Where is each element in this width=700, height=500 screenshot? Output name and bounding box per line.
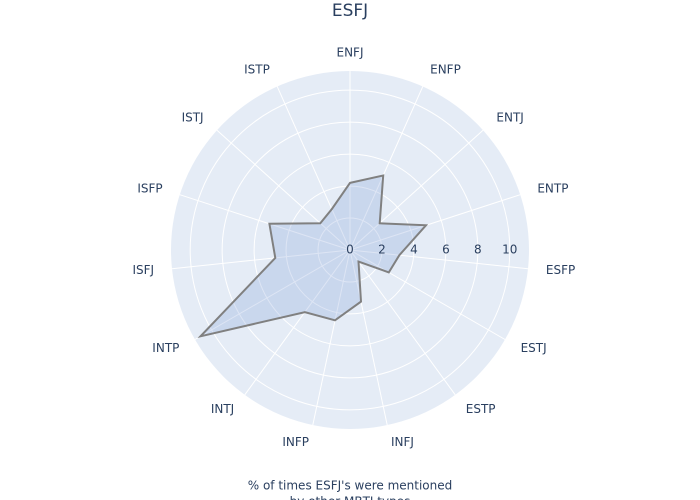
- radial-tick-label: 6: [442, 243, 450, 257]
- angular-tick-label: INFJ: [391, 435, 414, 449]
- grid-spoke: [349, 249, 456, 396]
- radial-tick-label: 2: [378, 243, 386, 257]
- angular-tick-label: ISFJ: [132, 263, 154, 277]
- angular-tick-label: INTP: [152, 341, 179, 355]
- angular-tick-label: ENFP: [430, 63, 461, 77]
- grid-spoke: [312, 249, 351, 426]
- grid-spoke: [349, 249, 506, 340]
- angular-tick-label: ESFP: [546, 263, 575, 277]
- grid-spoke: [349, 249, 388, 426]
- grid-spoke: [171, 249, 351, 270]
- grid-spoke: [349, 249, 529, 270]
- grid-spoke: [244, 249, 351, 396]
- annotation: % of times ESFJ's were mentioned: [248, 479, 453, 493]
- angular-tick-label: ENTJ: [496, 111, 523, 125]
- grid-spoke: [216, 129, 351, 251]
- angular-tick-label: ENTP: [537, 182, 568, 196]
- radial-tick-label: 4: [410, 243, 418, 257]
- radial-tick-label: 10: [502, 243, 517, 257]
- radial-tick-label: 0: [346, 243, 354, 257]
- chart-title: ESFJ: [332, 1, 368, 21]
- angular-tick-label: ISFP: [137, 182, 162, 196]
- grid-spoke: [194, 249, 351, 340]
- annotation: by other MBTI types: [290, 495, 411, 500]
- grid-spoke: [276, 86, 351, 251]
- radial-tick-label: 8: [474, 243, 482, 257]
- grid-spoke: [349, 129, 484, 251]
- angular-tick-label: INTJ: [211, 402, 234, 416]
- angular-tick-label: INFP: [282, 435, 309, 449]
- angular-tick-label: ESTP: [466, 402, 496, 416]
- angular-tick-label: ISTP: [244, 63, 270, 77]
- grid-spoke: [349, 86, 424, 251]
- angular-tick-label: ISTJ: [182, 111, 204, 125]
- data-area: [197, 174, 429, 339]
- angular-tick-label: ENFJ: [337, 46, 364, 60]
- grid-spoke: [349, 194, 521, 251]
- angular-tick-label: ESTJ: [521, 341, 547, 355]
- grid-spoke: [179, 194, 351, 251]
